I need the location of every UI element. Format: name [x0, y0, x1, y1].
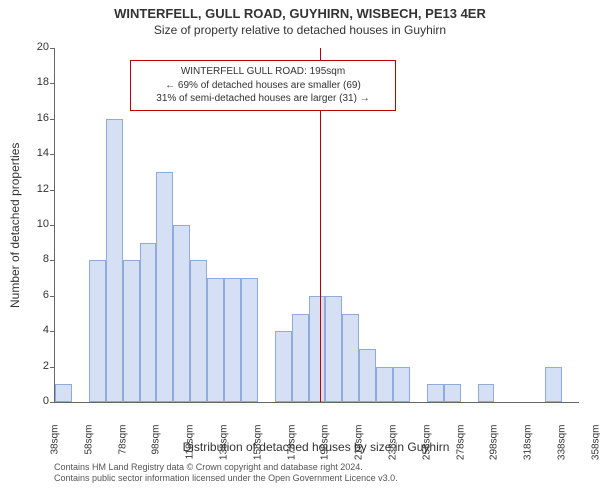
y-tick-label: 6 — [23, 289, 49, 301]
chart-footer: Contains HM Land Registry data © Crown c… — [54, 462, 578, 485]
histogram-bar — [190, 260, 207, 402]
histogram-bar — [359, 349, 376, 402]
x-tick-label: 358sqm — [590, 425, 600, 465]
histogram-bar — [292, 314, 309, 403]
histogram-bar — [224, 278, 241, 402]
y-tick-label: 2 — [23, 360, 49, 372]
histogram-bar — [309, 296, 326, 402]
annotation-line-2: ← 69% of detached houses are smaller (69… — [137, 79, 389, 93]
histogram-bar — [325, 296, 342, 402]
chart-subtitle: Size of property relative to detached ho… — [0, 21, 600, 37]
histogram-bar — [173, 225, 190, 402]
y-tick-label: 16 — [23, 112, 49, 124]
histogram-bar — [55, 384, 72, 402]
histogram-bar — [140, 243, 157, 402]
histogram-bar — [427, 384, 444, 402]
y-tick-label: 14 — [23, 147, 49, 159]
y-tick-label: 4 — [23, 324, 49, 336]
y-tick-label: 10 — [23, 218, 49, 230]
y-tick-label: 12 — [23, 183, 49, 195]
histogram-bar — [478, 384, 495, 402]
footer-line-1: Contains HM Land Registry data © Crown c… — [54, 462, 578, 473]
annotation-box: WINTERFELL GULL ROAD: 195sqm← 69% of det… — [130, 60, 396, 111]
histogram-bar — [241, 278, 258, 402]
histogram-bar — [275, 331, 292, 402]
histogram-bar — [156, 172, 173, 402]
histogram-bar — [342, 314, 359, 403]
annotation-line-1: WINTERFELL GULL ROAD: 195sqm — [137, 65, 389, 79]
histogram-bar — [207, 278, 224, 402]
footer-line-2: Contains public sector information licen… — [54, 473, 578, 484]
histogram-bar — [444, 384, 461, 402]
histogram-bar — [89, 260, 106, 402]
histogram-bar — [376, 367, 393, 402]
annotation-line-3: 31% of semi-detached houses are larger (… — [137, 92, 389, 106]
chart-plot-area: 0246810121416182038sqm58sqm78sqm98sqm118… — [54, 48, 579, 403]
histogram-bar — [106, 119, 123, 402]
histogram-bar — [123, 260, 140, 402]
y-tick-label: 0 — [23, 395, 49, 407]
histogram-bar — [393, 367, 410, 402]
histogram-bar — [545, 367, 562, 402]
y-tick-label: 8 — [23, 253, 49, 265]
y-tick-label: 20 — [23, 41, 49, 53]
chart-title: WINTERFELL, GULL ROAD, GUYHIRN, WISBECH,… — [0, 0, 600, 21]
y-tick-label: 18 — [23, 76, 49, 88]
x-axis-label: Distribution of detached houses by size … — [54, 440, 578, 454]
